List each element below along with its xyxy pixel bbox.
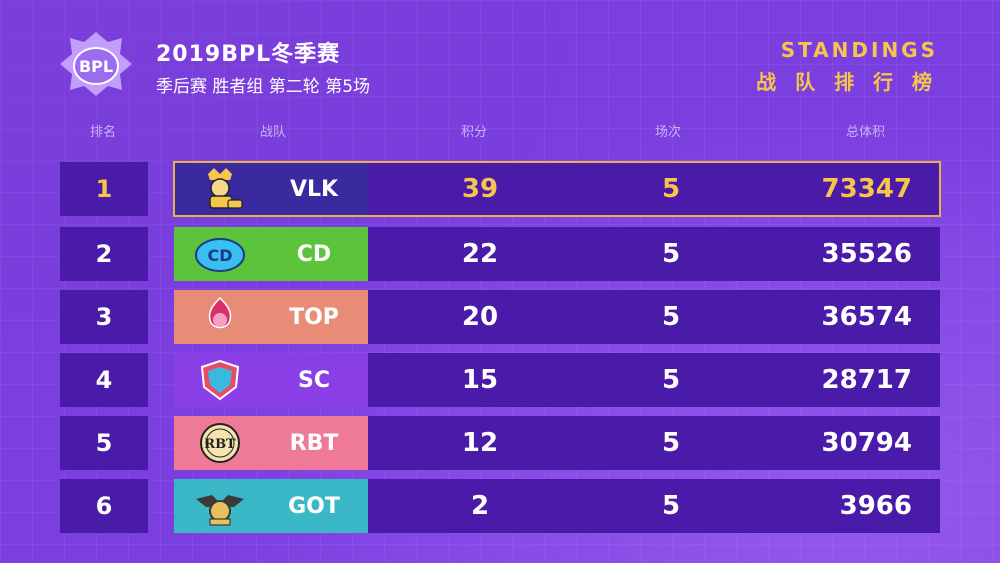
table-row: 5 RBT RBT 12 5 30794 — [60, 416, 940, 470]
rank-cell: 6 — [60, 479, 148, 533]
points-value: 39 — [461, 174, 499, 204]
played-value: 5 — [661, 491, 681, 521]
rank-cell: 2 — [60, 227, 148, 281]
standings-title-en: STANDINGS — [780, 38, 938, 62]
total-value: 30794 — [821, 428, 912, 458]
rbt-logo-icon: RBT — [200, 423, 240, 463]
team-name: TOP — [289, 304, 339, 330]
points-value: 15 — [461, 365, 499, 395]
played-value: 5 — [661, 428, 681, 458]
bpl-logo-text: BPL — [79, 57, 113, 76]
points-value: 2 — [470, 491, 490, 521]
points-value: 12 — [461, 428, 499, 458]
rank-cell: 1 — [60, 162, 148, 216]
points-value: 22 — [461, 239, 499, 269]
team-name: SC — [298, 367, 330, 393]
svg-text:CD: CD — [207, 246, 232, 265]
team-name: CD — [296, 241, 332, 267]
column-header-points: 积分 — [461, 125, 488, 140]
column-header-played: 场次 — [655, 125, 682, 140]
table-row: 6 GOT 2 5 3966 — [60, 479, 940, 533]
rank-cell: 4 — [60, 353, 148, 407]
stats-cell: 39 5 73347 — [368, 162, 940, 216]
points-value: 20 — [461, 302, 499, 332]
played-value: 5 — [661, 365, 681, 395]
team-cell: RBT RBT — [174, 416, 368, 470]
total-value: 73347 — [821, 174, 912, 204]
total-value: 36574 — [821, 302, 912, 332]
total-value: 3966 — [839, 491, 912, 521]
table-row: 3 TOP 20 5 36574 — [60, 290, 940, 344]
total-value: 28717 — [821, 365, 912, 395]
team-name: RBT — [289, 430, 339, 456]
column-header-team: 战队 — [260, 125, 287, 140]
table-row: 1 VLK 39 5 73347 — [60, 162, 940, 216]
stats-cell: 15 5 28717 — [368, 353, 940, 407]
column-header-rank: 排名 — [90, 125, 117, 140]
team-name: VLK — [289, 176, 339, 202]
played-value: 5 — [661, 174, 681, 204]
played-value: 5 — [661, 302, 681, 332]
stats-cell: 22 5 35526 — [368, 227, 940, 281]
vlk-mascot-icon — [208, 168, 243, 209]
bpl-logo-icon: BPL — [60, 32, 132, 96]
cd-logo-icon: CD — [195, 238, 245, 272]
team-cell: VLK — [174, 162, 368, 216]
rank-cell: 3 — [60, 290, 148, 344]
sc-logo-icon — [200, 359, 240, 401]
team-cell: CD CD — [174, 227, 368, 281]
page-title: 2019BPL冬季赛 — [156, 42, 341, 67]
team-cell: GOT — [174, 479, 368, 533]
svg-text:RBT: RBT — [204, 437, 236, 452]
page-subtitle: 季后赛 胜者组 第二轮 第5场 — [156, 77, 371, 97]
team-name: GOT — [288, 493, 340, 519]
top-logo-icon — [208, 296, 232, 329]
total-value: 35526 — [821, 239, 912, 269]
standings-title-cn: 战 队 排 行 榜 — [756, 70, 938, 94]
rank-cell: 5 — [60, 416, 148, 470]
column-header-total: 总体积 — [846, 125, 886, 140]
stats-cell: 20 5 36574 — [368, 290, 940, 344]
table-row: 2 CD CD 22 5 35526 — [60, 227, 940, 281]
played-value: 5 — [661, 239, 681, 269]
stats-cell: 12 5 30794 — [368, 416, 940, 470]
team-cell: TOP — [174, 290, 368, 344]
table-row: 4 SC 15 5 28717 — [60, 353, 940, 407]
got-logo-icon — [196, 495, 244, 526]
team-cell: SC — [174, 353, 368, 407]
stats-cell: 2 5 3966 — [368, 479, 940, 533]
